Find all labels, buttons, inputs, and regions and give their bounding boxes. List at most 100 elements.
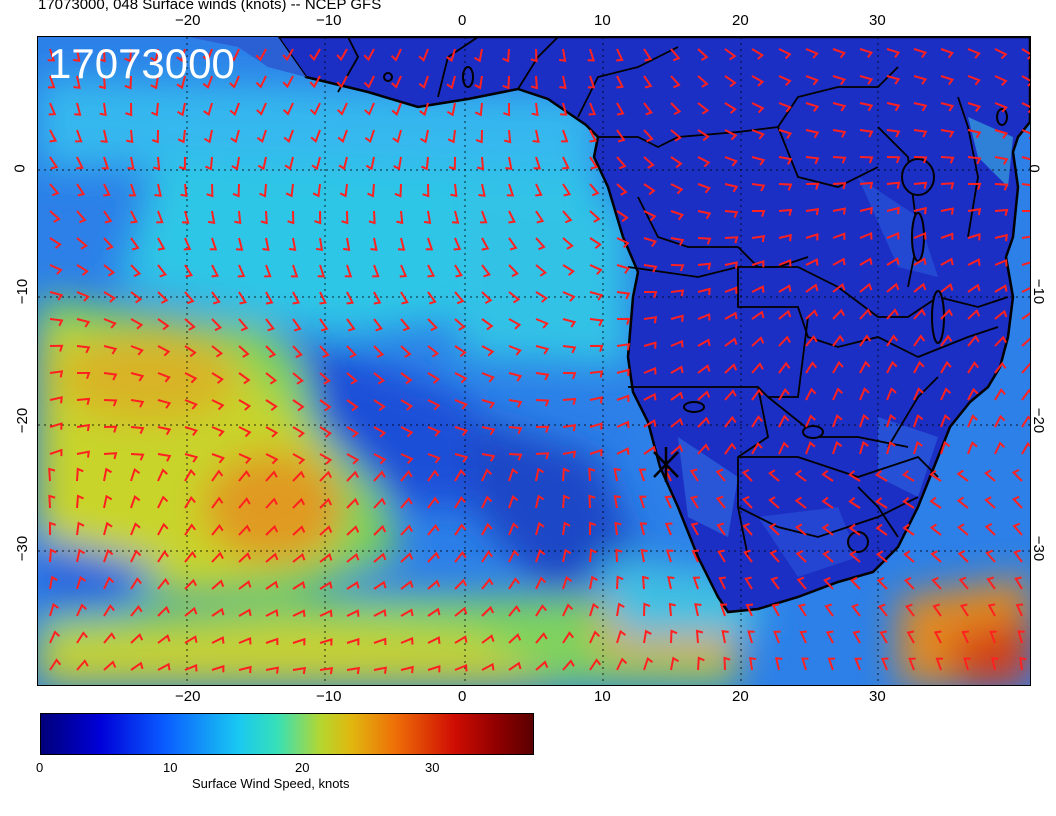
wind-barb: [423, 210, 432, 224]
wind-barb: [508, 318, 522, 330]
wind-barb: [49, 548, 57, 563]
wind-barb: [339, 183, 348, 198]
wind-barb: [454, 606, 468, 617]
wind-barb: [317, 264, 326, 278]
wind-barb: [211, 636, 225, 644]
wind-barb: [1021, 102, 1030, 114]
wind-barb: [723, 656, 731, 671]
wind-barb: [616, 156, 627, 170]
wind-barb: [454, 468, 466, 482]
wind-barb: [373, 318, 383, 332]
wind-barb: [994, 388, 1006, 401]
wind-barb: [184, 345, 197, 358]
wind-barb: [312, 183, 321, 198]
wind-barb: [292, 666, 307, 675]
wind-barb: [265, 470, 278, 482]
wind-barb: [427, 318, 438, 332]
wind-barb: [906, 630, 915, 644]
wind-barb: [103, 576, 115, 590]
wind-barb: [832, 334, 845, 347]
right-lat-tick: −20: [1030, 407, 1048, 434]
wind-barb: [821, 523, 834, 536]
wind-barb: [284, 156, 294, 171]
top-lon-tick: −10: [316, 12, 342, 29]
wind-barb: [747, 630, 755, 644]
wind-barb: [319, 667, 334, 675]
wind-barb: [76, 631, 88, 644]
wind-barb: [670, 391, 684, 401]
wind-barb: [589, 422, 603, 430]
wind-barb: [751, 75, 765, 87]
wind-barb: [76, 264, 89, 276]
wind-barb: [832, 414, 843, 428]
wind-barb: [929, 469, 942, 482]
wind-barb: [391, 102, 402, 116]
wind-barb: [775, 657, 783, 671]
wind-barb: [319, 470, 332, 482]
wind-barb: [427, 426, 441, 437]
wind-barb: [346, 497, 359, 509]
wind-barb: [886, 413, 897, 428]
wind-barb: [535, 210, 545, 224]
wind-barb: [238, 318, 249, 332]
wind-barb: [562, 494, 571, 509]
wind-barb: [156, 210, 164, 224]
wind-barb: [967, 48, 981, 59]
wind-barb: [616, 602, 625, 617]
wind-barb: [589, 344, 604, 352]
wind-barb: [419, 129, 429, 144]
wind-barb: [562, 631, 574, 644]
wind-barb: [202, 75, 213, 89]
wind-barb: [209, 237, 218, 251]
wind-barb: [336, 48, 348, 62]
wind-barb: [697, 129, 710, 142]
wind-barb: [150, 102, 159, 117]
wind-barb: [859, 282, 873, 293]
wind-barb: [373, 552, 387, 563]
wind-barb: [854, 657, 862, 671]
wind-barb: [616, 291, 631, 300]
wind-barb: [588, 494, 596, 509]
wind-barb: [994, 183, 1009, 191]
wind-barb: [453, 237, 462, 251]
wind-barb: [749, 656, 757, 671]
wind-barb: [427, 264, 436, 278]
wind-barb: [859, 129, 874, 138]
wind-barb: [319, 497, 333, 509]
lakes: [383, 66, 1008, 553]
wind-barb: [47, 48, 56, 62]
wind-barb: [967, 258, 981, 266]
wind-barb: [643, 629, 652, 644]
wind-barb: [533, 156, 542, 170]
wind-barb: [562, 183, 572, 197]
wind-barb: [967, 361, 979, 374]
wind-barb: [393, 156, 402, 171]
wind-barb: [805, 283, 819, 293]
wind-barb: [49, 318, 64, 327]
wind-barb: [697, 338, 711, 347]
wind-barb: [535, 549, 546, 563]
wind-barb: [535, 452, 550, 460]
wind-barb: [49, 237, 62, 249]
wind-barb: [589, 630, 601, 644]
wind-barb: [616, 420, 630, 429]
wind-barb: [126, 129, 134, 144]
wind-barb: [886, 334, 899, 347]
wind-barb: [265, 345, 277, 359]
wind-barb: [670, 156, 683, 169]
wind-barb: [238, 399, 252, 411]
wind-barb: [589, 291, 604, 301]
wind-barb: [341, 210, 349, 225]
wind-barb: [994, 284, 1008, 293]
wind-barb: [768, 469, 780, 482]
wind-barb: [849, 576, 861, 590]
wind-barb: [724, 183, 739, 193]
wind-barb: [886, 75, 901, 85]
wind-barb: [476, 156, 485, 171]
wind-barb: [184, 318, 196, 331]
wind-barb: [778, 48, 792, 60]
wind-barb: [265, 608, 279, 617]
wind-barb: [778, 129, 793, 139]
wind-barb: [886, 181, 901, 189]
wind-barb: [454, 345, 467, 358]
